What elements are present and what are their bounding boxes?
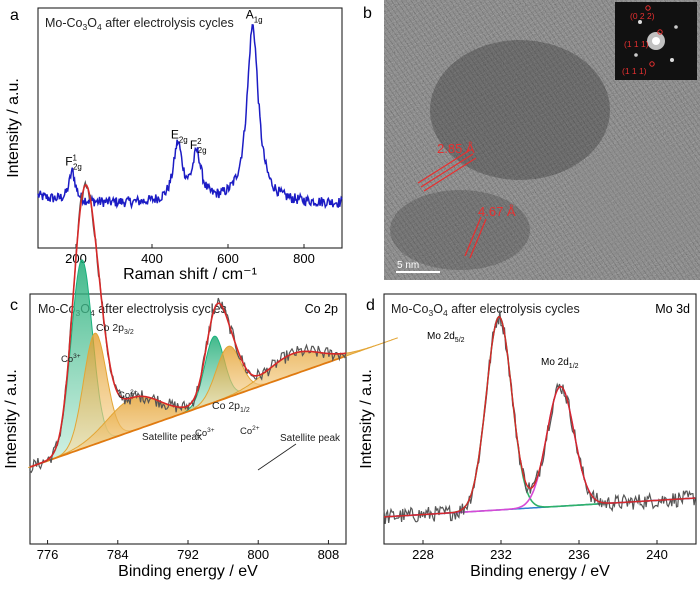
- panel-d-letter: d: [366, 297, 375, 314]
- raman-spectrum-line: [37, 24, 343, 210]
- mo-2d52-component: [383, 315, 696, 518]
- panel-c-tick-label-784: 784: [107, 547, 129, 562]
- label-mo-2d52: Mo 2d5/2: [427, 331, 465, 344]
- panel-a: a Mo-Co3O4 after electrolysis cycles 200…: [5, 7, 343, 283]
- label-mo-2d12: Mo 2d1/2: [541, 357, 579, 370]
- panel-a-letter: a: [10, 7, 19, 24]
- panel-c-letter: c: [10, 297, 18, 314]
- panel-a-xlabel: Raman shift / cm⁻¹: [123, 266, 257, 283]
- panel-c-tick-label-776: 776: [37, 547, 59, 562]
- panel-c-envelope: [29, 184, 347, 468]
- panel-d-tick-label-228: 228: [412, 547, 434, 562]
- label-co3-b: Co3+: [195, 427, 215, 439]
- panel-d-tick-label-232: 232: [490, 547, 512, 562]
- panel-d-xlabel: Binding energy / eV: [470, 563, 610, 580]
- panel-d-frame: [383, 293, 697, 545]
- d-spacing-label-2: 4.67 Å: [478, 204, 516, 219]
- panel-c-fitted-components: [28, 259, 398, 469]
- sat-b-leader: [257, 443, 297, 471]
- panel-c-title: Mo-Co3O4 after electrolysis cycles: [38, 302, 227, 318]
- label-sat-a: Satellite peak: [142, 432, 203, 443]
- panel-a-tick-label-800: 800: [293, 251, 315, 266]
- label-co2p12: Co 2p1/2: [212, 400, 250, 414]
- panel-d-raw-data: [383, 310, 696, 524]
- lattice-marker-1: [417, 149, 477, 192]
- raman-peak-label-3: A1g: [246, 8, 263, 25]
- panel-a-title: Mo-Co3O4 after electrolysis cycles: [45, 16, 234, 32]
- fft-label-1: (0 2 2): [630, 11, 655, 21]
- fft-inset: (0 2 2) (1 1 1) (1 1 1): [615, 2, 697, 80]
- panel-c-background-line: [29, 355, 347, 468]
- panel-c-ticks: 776 784 792 800 808: [37, 540, 340, 562]
- panel-d-envelope: [383, 316, 696, 518]
- fft-label-3: (1 1 1): [622, 66, 647, 76]
- panel-d-ticks: 228 232 236 240: [412, 540, 668, 562]
- raman-peak-label-1: E2g: [171, 128, 188, 145]
- panel-c-raw-data: [29, 179, 347, 474]
- panel-d: d Mo-Co3O4 after electrolysis cycles Mo …: [358, 293, 697, 580]
- panel-a-ylabel: Intensity / a.u.: [5, 78, 22, 178]
- fft-label-2: (1 1 1): [624, 39, 649, 49]
- lattice-marker-2: [464, 216, 487, 259]
- panel-b: b (0 2 2) (1 1 1) (1 1 1): [363, 0, 700, 280]
- panel-a-frame: [37, 7, 343, 249]
- panel-c-tick-label-792: 792: [177, 547, 199, 562]
- label-co2-b: Co2+: [240, 425, 260, 437]
- scale-bar-label: 5 nm: [397, 260, 419, 271]
- d-spacing-label-1: 2.85 Å: [437, 141, 475, 156]
- panel-c-annotations: Co3+ Co2+ Co 2p3/2 Satellite peak Co3+ C…: [61, 322, 341, 471]
- label-co2p32: Co 2p3/2: [96, 322, 134, 336]
- panel-c-xlabel: Binding energy / eV: [118, 563, 258, 580]
- panel-c-tick-label-808: 808: [318, 547, 340, 562]
- panel-a-tick-label-400: 400: [141, 251, 163, 266]
- panel-d-ylabel: Intensity / a.u.: [358, 369, 375, 469]
- panel-c: c Mo-Co3O4 after electrolysis cycles Co …: [3, 179, 398, 580]
- panel-b-letter: b: [363, 5, 372, 22]
- panel-d-tick-label-236: 236: [568, 547, 590, 562]
- raman-peak-label-0: F1 2g: [65, 154, 82, 172]
- panel-a-ticks: 200 400 600 800: [65, 244, 315, 266]
- panel-c-region: Co 2p: [305, 302, 338, 316]
- panel-d-title: Mo-Co3O4 after electrolysis cycles: [391, 302, 580, 318]
- panel-d-region: Mo 3d: [655, 302, 690, 316]
- panel-c-ylabel: Intensity / a.u.: [3, 369, 20, 469]
- panel-d-tick-label-240: 240: [646, 547, 668, 562]
- label-sat-b: Satellite peak: [280, 433, 341, 444]
- panel-c-tick-label-800: 800: [247, 547, 269, 562]
- raman-peak-label-2: F2 2g: [190, 137, 207, 155]
- panel-a-tick-label-600: 600: [217, 251, 239, 266]
- panel-a-peak-labels: F1 2g E2g F2 2g A1g: [65, 8, 262, 172]
